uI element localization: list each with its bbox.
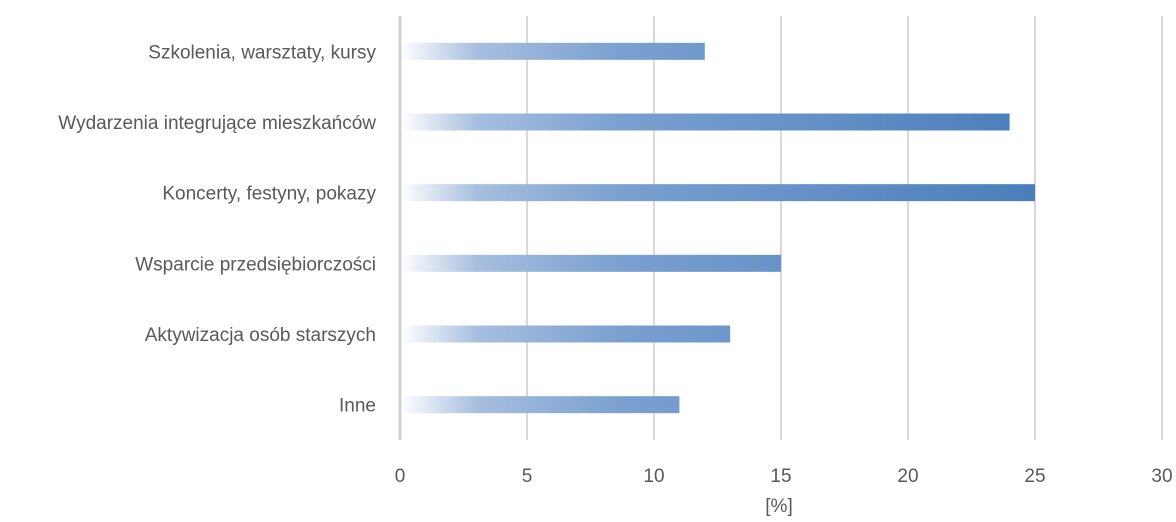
bar [402,396,680,414]
x-axis-title: [%] [765,496,792,517]
x-tick-label: 0 [395,466,406,487]
gridlines [526,16,1163,440]
bar [402,254,781,272]
x-tick-label: 20 [897,466,918,487]
x-tick-label: 10 [643,466,664,487]
category-labels: Szkolenia, warsztaty, kursy Wydarzenia in… [58,42,376,416]
category-label: Wydarzenia integrujące mieszkańców [58,113,376,134]
bars [402,42,1035,414]
category-label: Szkolenia, warsztaty, kursy [148,42,376,63]
category-label: Aktywizacja osób starszych [145,325,376,346]
category-label: Wsparcie przedsiębiorczości [135,254,376,275]
bar [402,184,1035,202]
x-tick-label: 15 [770,466,791,487]
x-tick-label: 25 [1024,466,1045,487]
x-tick-label: 30 [1151,466,1172,487]
bar [402,113,1010,131]
category-label: Koncerty, festyny, pokazy [162,184,376,205]
bar [402,42,705,60]
x-tick-labels: 0 5 10 15 20 25 30 [395,466,1173,487]
x-tick-label: 5 [522,466,533,487]
bar [402,325,731,343]
category-label: Inne [339,396,376,417]
